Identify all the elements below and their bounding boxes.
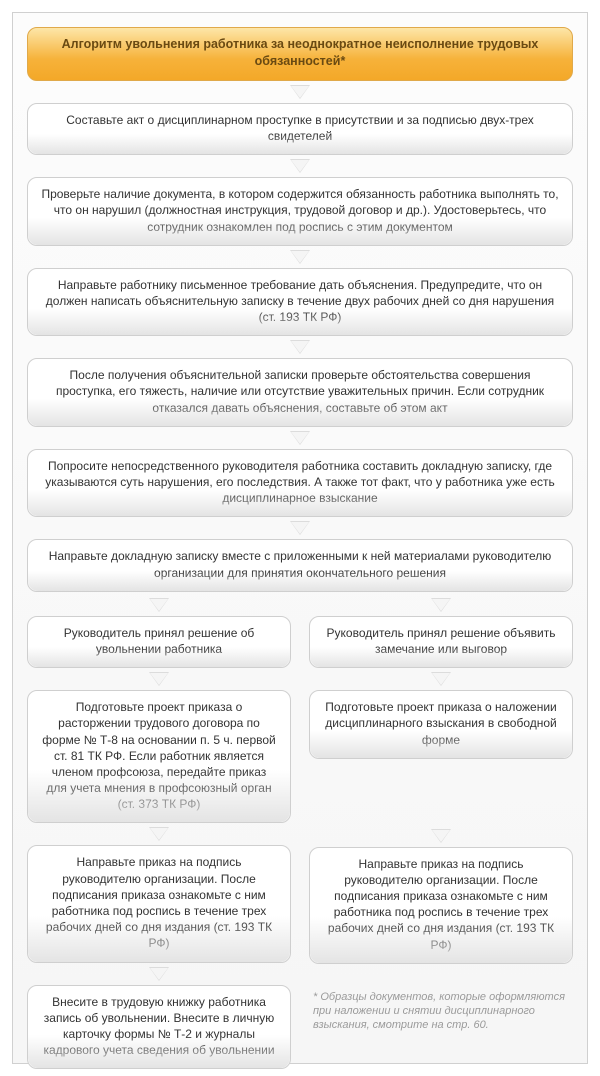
left-branch: Руководитель принял решение об увольнени… xyxy=(27,594,291,1070)
step-6: Направьте докладную записку вместе с при… xyxy=(27,539,573,591)
step-1: Составьте акт о дисциплинарном проступке… xyxy=(27,103,573,155)
arrow xyxy=(290,340,310,354)
step-4: После получения объяснительной записки п… xyxy=(27,358,573,427)
footnote: * Образцы документов, которые оформляютс… xyxy=(309,984,573,1033)
main-column: Алгоритм увольнения работника за неоднок… xyxy=(27,27,573,1069)
arrow xyxy=(431,598,451,612)
arrow xyxy=(290,431,310,445)
right-step-2: Направьте приказ на подпись руководителю… xyxy=(309,847,573,964)
right-decision: Руководитель принял решение объявить зам… xyxy=(309,616,573,668)
left-decision: Руководитель принял решение об увольнени… xyxy=(27,616,291,668)
left-step-2: Направьте приказ на подпись руководителю… xyxy=(27,845,291,962)
arrow xyxy=(149,967,169,981)
left-step-3: Внесите в трудовую книжку работника запи… xyxy=(27,985,291,1070)
arrow xyxy=(149,672,169,686)
right-branch: Руководитель принял решение объявить зам… xyxy=(309,594,573,1070)
left-step-1: Подготовьте проект приказа о расторжении… xyxy=(27,690,291,823)
arrow xyxy=(149,827,169,841)
arrow xyxy=(431,672,451,686)
branch-split: Руководитель принял решение об увольнени… xyxy=(27,594,573,1070)
arrow xyxy=(149,598,169,612)
arrow xyxy=(290,521,310,535)
step-5: Попросите непосредственного руководителя… xyxy=(27,449,573,518)
step-2: Проверьте наличие документа, в котором с… xyxy=(27,177,573,246)
arrow xyxy=(290,250,310,264)
step-3: Направьте работнику письменное требовани… xyxy=(27,268,573,337)
flowchart-frame: Алгоритм увольнения работника за неоднок… xyxy=(12,12,588,1064)
arrow xyxy=(290,159,310,173)
arrow xyxy=(431,829,451,843)
arrow xyxy=(290,85,310,99)
title-node: Алгоритм увольнения работника за неоднок… xyxy=(27,27,573,81)
right-step-1: Подготовьте проект приказа о наложении д… xyxy=(309,690,573,759)
